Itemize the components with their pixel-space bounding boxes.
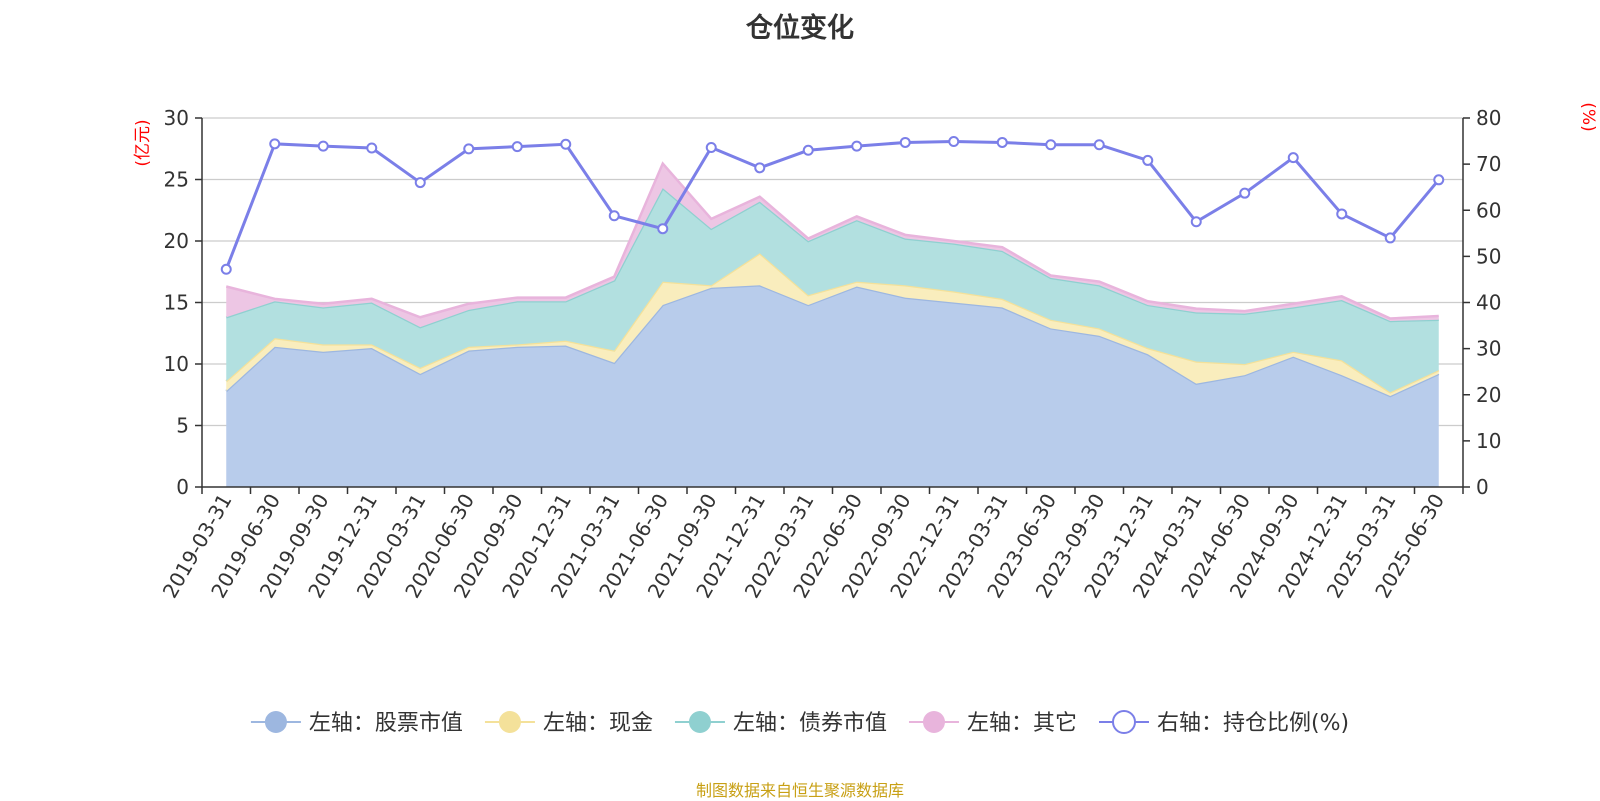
legend-marker [498, 711, 521, 733]
right-tick-label: 80 [1476, 106, 1501, 130]
right-tick-label: 60 [1476, 198, 1501, 222]
legend-item-3[interactable]: 左轴：其它 [908, 711, 1077, 736]
legend-marker [688, 711, 711, 733]
ratio-point [608, 210, 620, 222]
right-tick-label: 0 [1476, 475, 1489, 499]
right-tick-label: 30 [1476, 337, 1501, 361]
left-tick-label: 20 [164, 229, 189, 253]
legend-item-2[interactable]: 左轴：债券市值 [674, 711, 887, 736]
ratio-point [705, 142, 717, 154]
legend-label: 左轴：债券市值 [733, 711, 887, 736]
right-tick-label: 40 [1476, 291, 1501, 315]
legend-label: 右轴：持仓比例(%) [1157, 711, 1349, 736]
source-note: 制图数据来自恒生聚源数据库 [695, 781, 904, 800]
left-tick-label: 0 [176, 475, 189, 499]
ratio-point [1433, 174, 1445, 186]
right-tick-label: 20 [1476, 383, 1501, 407]
stacked-areas [225, 161, 1440, 487]
ratio-point [1045, 139, 1057, 151]
ratio-line-path [224, 140, 1440, 270]
legend-item-0[interactable]: 左轴：股票市值 [250, 711, 463, 736]
ratio-point [754, 162, 766, 174]
holding-ratio-line [220, 136, 1445, 275]
right-axis-unit: (%) [1578, 102, 1598, 131]
area-series-0 [226, 285, 1439, 487]
ratio-point [657, 223, 669, 235]
legend: 左轴：股票市值 左轴：现金 左轴：债券市值 左轴：其它 右轴：持仓比例(%) [250, 710, 1349, 736]
ratio-point [851, 140, 863, 152]
ratio-point [317, 140, 329, 152]
right-tick-label: 70 [1476, 152, 1501, 176]
ratio-point [560, 138, 572, 150]
right-tick-label: 10 [1476, 429, 1501, 453]
area-edge-3 [225, 161, 1439, 320]
legend-label: 左轴：股票市值 [309, 711, 463, 736]
ratio-point [1093, 139, 1105, 151]
left-tick-label: 10 [164, 352, 189, 376]
ratio-point [1190, 216, 1202, 228]
right-tick-label: 50 [1476, 244, 1501, 268]
left-tick-label: 15 [164, 291, 189, 315]
legend-item-1[interactable]: 左轴：现金 [484, 711, 653, 736]
ratio-point [414, 177, 426, 189]
ratio-point [1336, 208, 1348, 220]
legend-marker [922, 711, 945, 733]
ratio-point [948, 136, 960, 148]
ratio-point [220, 263, 232, 275]
chart-title: 仓位变化 [746, 13, 854, 44]
ratio-point [996, 136, 1008, 148]
legend-marker [1111, 710, 1136, 734]
left-tick-label: 30 [164, 106, 189, 130]
left-tick-label: 25 [164, 168, 189, 192]
ratio-point [1142, 154, 1154, 166]
legend-item-4[interactable]: 右轴：持仓比例(%) [1098, 710, 1349, 736]
legend-marker [264, 711, 287, 733]
ratio-point [511, 141, 523, 153]
left-tick-label: 5 [176, 414, 189, 438]
legend-label: 左轴：现金 [543, 711, 653, 736]
ratio-point [899, 136, 911, 148]
ratio-point [463, 143, 475, 155]
legend-label: 左轴：其它 [967, 711, 1077, 736]
ratio-point [802, 144, 814, 156]
left-axis-unit: (亿元) [133, 119, 153, 166]
ratio-point [1384, 232, 1396, 244]
ratio-point [269, 138, 281, 150]
ratio-point [1287, 152, 1299, 164]
area-series-2 [226, 188, 1439, 393]
ratio-point [366, 142, 378, 154]
ratio-point [1239, 187, 1251, 199]
